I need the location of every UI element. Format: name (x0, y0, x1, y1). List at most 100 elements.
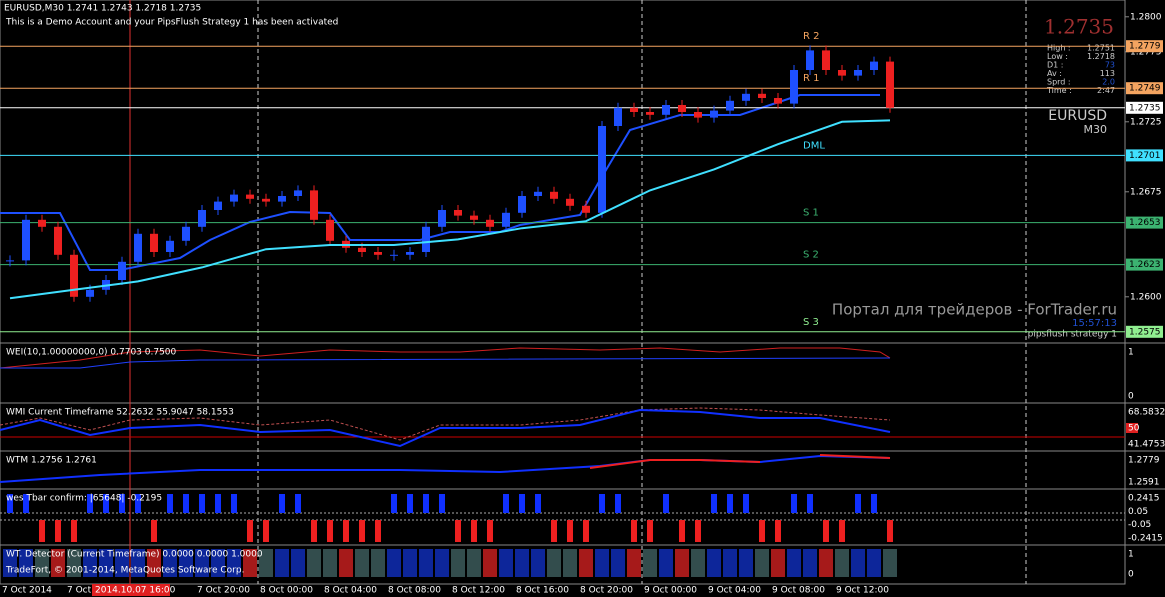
wes-bar (791, 494, 797, 513)
candle (38, 219, 46, 227)
wt-bar (275, 549, 289, 577)
wes-bar (551, 520, 557, 542)
candle (870, 61, 878, 70)
wes-bar (839, 520, 845, 542)
wt-bar (499, 549, 513, 577)
indicator-title: WT. Detector (Current Timeframe) 0.0000 … (6, 550, 263, 560)
indicator-scale: 1.2591 (1128, 478, 1160, 488)
y-tick-label: 1.2725 (1130, 117, 1162, 127)
x-tick-label: 9 Oct 08:00 (772, 586, 825, 596)
candle (822, 50, 830, 70)
plot-frame (0, 0, 1126, 585)
indicator-title: WMI Current Timeframe 52.2632 55.9047 58… (6, 408, 234, 418)
candle (438, 210, 446, 227)
wes-bar (807, 494, 813, 513)
indicator-scale: 0.2415 (1128, 494, 1160, 504)
y-tick-label: 1.2800 (1130, 12, 1162, 22)
wt-bar (451, 549, 465, 577)
y-tick-label: 1.2775 (1130, 47, 1162, 57)
candle (518, 196, 526, 213)
wes-bar (695, 520, 701, 542)
candle (310, 190, 318, 220)
candle (694, 112, 702, 118)
wes-bar (535, 494, 541, 513)
period-separators (257, 0, 1027, 584)
candle (886, 61, 894, 108)
wt-bar (291, 549, 305, 577)
wes-bar (455, 520, 461, 542)
clock: 15:57:13 (1072, 318, 1117, 329)
wes-bar (887, 520, 893, 542)
wes-bar (631, 520, 637, 542)
level-tag-label: 1.2749 (1129, 84, 1161, 94)
candle (150, 233, 158, 252)
info-key: D1 : (1047, 61, 1064, 70)
x-tick-label: 7 Oct 20:00 (197, 586, 250, 596)
candle (582, 205, 590, 213)
candle (134, 233, 142, 262)
candle (646, 112, 654, 115)
x-tick-label: 8 Oct 12:00 (452, 586, 505, 596)
wt-bar (3, 549, 17, 577)
wt-bar (147, 549, 161, 577)
wt-bar (883, 549, 897, 577)
indicator-title: wes Tbar confirm: |65648| -0.2195 (6, 494, 162, 504)
symbol-line: EURUSD,M30 1.2741 1.2743 1.2718 1.2735 (4, 4, 201, 14)
wt-bar (211, 549, 225, 577)
panel-separators (0, 342, 1165, 546)
wt-bar (387, 549, 401, 577)
level-tag-label: 1.2623 (1129, 260, 1161, 270)
wt-bar (547, 549, 561, 577)
level-tag (1126, 258, 1163, 271)
indicator-scale: 68.5832 (1128, 408, 1165, 418)
info-key: High : (1047, 44, 1071, 53)
candle (470, 215, 478, 220)
info-key: Sprd : (1047, 78, 1071, 87)
wes-bar (375, 520, 381, 542)
wt-bar (195, 549, 209, 577)
wt-bar (163, 549, 177, 577)
candle (662, 105, 670, 115)
candle (294, 190, 302, 196)
wt-bar (867, 549, 881, 577)
x-tick-label: 9 Oct 04:00 (708, 586, 761, 596)
candle (614, 107, 622, 126)
wes-bar (311, 520, 317, 542)
wt-bar (467, 549, 481, 577)
level-name: R 2 (803, 31, 820, 42)
x-tick-label: 9 Oct 12:00 (836, 586, 889, 596)
candle (486, 219, 494, 227)
level-tag-label: 1.2653 (1129, 218, 1161, 228)
level-tag (1126, 325, 1163, 338)
candle (214, 201, 222, 210)
wt-bar (579, 549, 593, 577)
wei-panel (0, 347, 891, 369)
level-name: DML (803, 140, 825, 151)
wes-bar (263, 520, 269, 542)
candle (118, 261, 126, 280)
candle (374, 252, 382, 255)
wt-bar (227, 549, 241, 577)
wt-bar (323, 549, 337, 577)
wes-bar (519, 494, 525, 513)
x-tick-label: 8 Oct 00:00 (260, 586, 313, 596)
wes-bar (71, 520, 77, 542)
candle (86, 289, 94, 297)
candle (406, 252, 414, 255)
info-rows: High : 1.2751 Low : 1.2718 D1 : 73 Av : 113 Sprd… (1046, 44, 1115, 96)
level-name: R 1 (803, 73, 820, 84)
candle (422, 226, 430, 252)
wt-bar (851, 549, 865, 577)
bid-price: 1.2735 (1044, 15, 1114, 39)
indicator-scale: 50 (1128, 424, 1140, 434)
level-tag-label: 1.2701 (1129, 151, 1161, 161)
wt-bar (659, 549, 673, 577)
x-tick-label: 7 Oct 2014 (2, 586, 52, 596)
x-tick-label: 9 Oct 00:00 (644, 586, 697, 596)
info-key: Time : (1046, 86, 1072, 95)
candle (262, 198, 270, 202)
candle (598, 126, 606, 213)
wt-bar (131, 549, 145, 577)
y-tick-label: 1.2600 (1130, 292, 1162, 302)
wt-bar (787, 549, 801, 577)
